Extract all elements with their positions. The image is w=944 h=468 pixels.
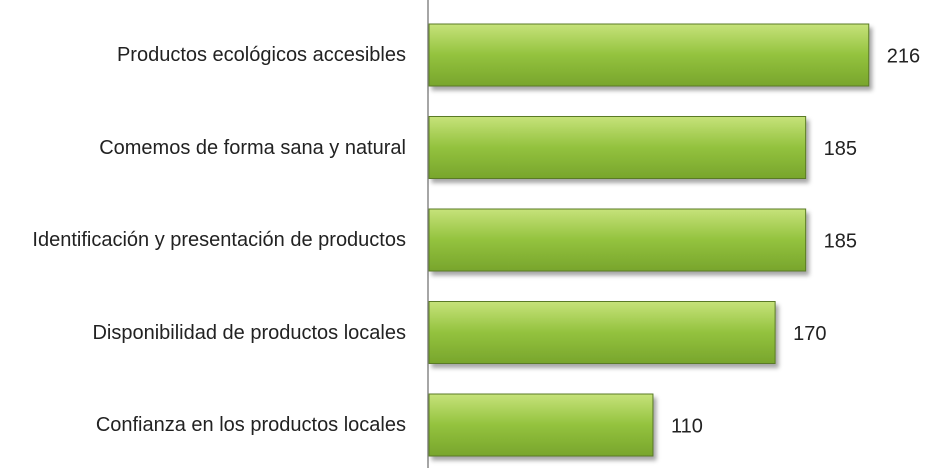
category-label-box: Comemos de forma sana y natural <box>0 113 406 183</box>
value-label: 170 <box>793 323 826 345</box>
category-label: Comemos de forma sana y natural <box>99 136 406 159</box>
category-label: Identificación y presentación de product… <box>32 229 406 251</box>
category-label-box: Productos ecológicos accesibles <box>0 20 406 90</box>
value-label: 185 <box>824 230 857 252</box>
bar <box>428 23 870 87</box>
bar <box>428 301 776 364</box>
value-label: 110 <box>671 415 703 437</box>
category-label-box: Confianza en los productos locales <box>0 390 406 460</box>
bar <box>428 208 807 272</box>
category-label: Productos ecológicos accesibles <box>116 44 406 66</box>
category-label-box: Identificación y presentación de product… <box>0 205 406 275</box>
bar <box>428 116 807 179</box>
category-label: Disponibilidad de productos locales <box>92 321 406 344</box>
value-label: 216 <box>887 45 920 67</box>
value-label: 185 <box>824 138 857 160</box>
bar <box>428 393 654 457</box>
category-label: Confianza en los productos locales <box>95 414 406 436</box>
category-label-box: Disponibilidad de productos locales <box>0 298 406 368</box>
